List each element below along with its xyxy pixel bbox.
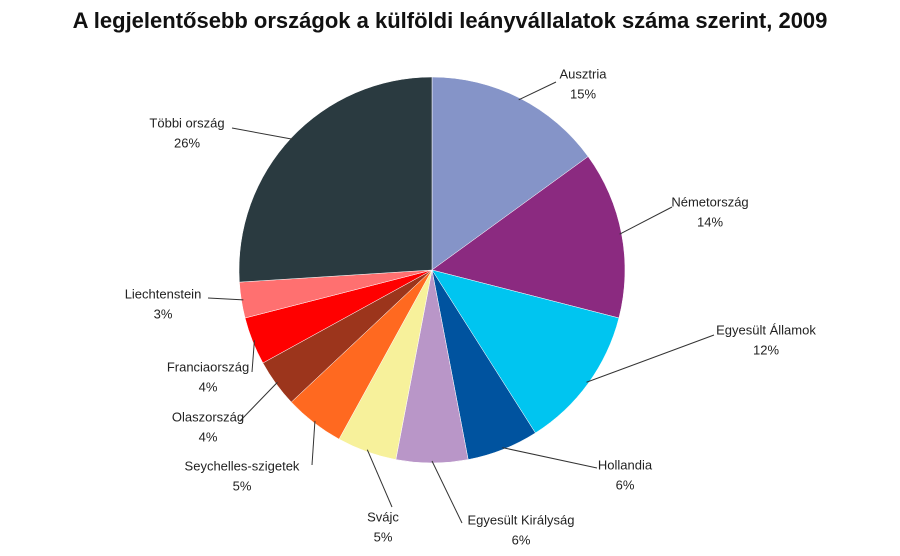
data-label: 5% <box>374 529 393 544</box>
category-label: Egyesült Államok <box>716 322 816 337</box>
category-label: Egyesült Királyság <box>468 512 575 527</box>
data-label: 6% <box>512 532 531 547</box>
leader-line <box>518 81 557 101</box>
data-label: 14% <box>697 214 723 229</box>
data-label: 4% <box>199 429 218 444</box>
leader-line <box>619 206 673 235</box>
category-label: Liechtenstein <box>125 286 202 301</box>
data-label: 3% <box>154 306 173 321</box>
leader-line <box>431 460 463 524</box>
category-label: Többi ország <box>149 115 224 130</box>
pie-slice <box>431 156 626 319</box>
category-label: Seychelles-szigetek <box>185 458 300 473</box>
data-label: 26% <box>174 135 200 150</box>
data-label: 5% <box>233 478 252 493</box>
pie-slice <box>431 76 589 271</box>
category-label: Svájc <box>367 509 399 524</box>
pie-slice <box>238 76 433 283</box>
leader-line <box>251 340 255 373</box>
category-label: Franciaország <box>167 359 249 374</box>
leader-line <box>239 381 278 422</box>
category-label: Olaszország <box>172 409 244 424</box>
leader-line <box>231 127 293 140</box>
category-label: Ausztria <box>560 66 608 81</box>
leader-line <box>502 447 598 469</box>
data-label: 6% <box>616 477 635 492</box>
category-label: Hollandia <box>598 457 653 472</box>
leader-line <box>366 449 393 508</box>
data-label: 4% <box>199 379 218 394</box>
category-label: Németország <box>671 194 748 209</box>
data-label: 12% <box>753 342 779 357</box>
leader-line <box>311 420 316 466</box>
leader-line <box>207 297 244 301</box>
chart-title: A legjelentősebb országok a külföldi leá… <box>73 8 828 33</box>
leader-line <box>586 334 715 383</box>
data-label: 15% <box>570 86 596 101</box>
pie-slice <box>431 269 620 434</box>
